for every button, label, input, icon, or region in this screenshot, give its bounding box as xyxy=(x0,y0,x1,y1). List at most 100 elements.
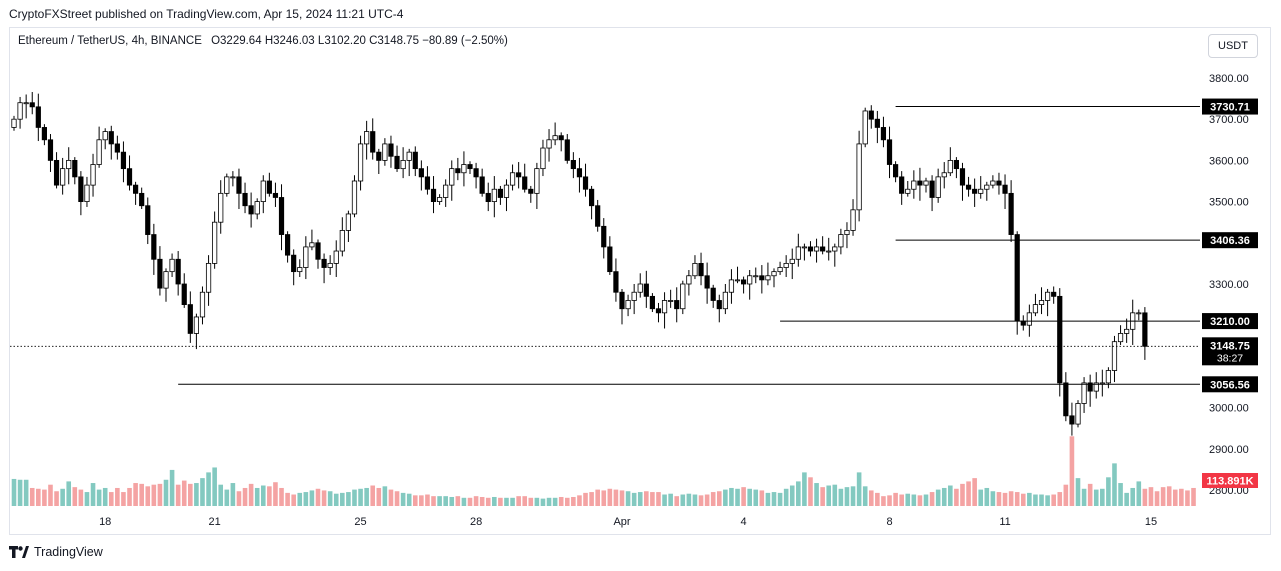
volume-bar xyxy=(966,481,971,506)
volume-bar xyxy=(868,490,874,506)
volume-bar xyxy=(321,490,327,506)
candle-down xyxy=(266,180,272,194)
change-value: −80.89 (−2.50%) xyxy=(422,35,508,47)
volume-bar xyxy=(309,490,315,506)
candle-up xyxy=(212,221,218,264)
volume-bar xyxy=(133,483,138,506)
candle-down xyxy=(582,176,589,190)
volume-bar xyxy=(765,492,771,506)
volume-bar xyxy=(631,492,637,506)
chart-frame xyxy=(9,27,1271,535)
symbol-legend: Ethereum / TetherUS, 4h, BINANCE O3229.6… xyxy=(18,35,508,47)
volume-bar xyxy=(516,496,521,506)
volume-bar xyxy=(461,497,467,506)
volume-bar xyxy=(346,492,351,506)
volume-bar xyxy=(376,487,382,506)
countdown-label: 38:27 xyxy=(1217,352,1243,364)
volume-bar xyxy=(972,478,977,506)
high-value: 3246.03 xyxy=(273,35,315,47)
volume-bar xyxy=(911,494,917,506)
x-tick-label: 11 xyxy=(999,516,1010,528)
volume-bar xyxy=(66,481,72,506)
candle-up xyxy=(686,275,692,285)
volume-bar xyxy=(802,472,807,506)
candle-up xyxy=(728,279,735,293)
candle-down xyxy=(1014,234,1020,322)
volume-bar xyxy=(449,496,455,506)
candle-down xyxy=(716,300,722,310)
volume-bar xyxy=(443,496,448,506)
candle-down xyxy=(893,164,899,178)
volume-bar xyxy=(783,488,789,506)
volume-bar xyxy=(625,491,631,506)
candle-down xyxy=(643,283,649,297)
candle-down xyxy=(412,151,418,170)
candle-down xyxy=(114,143,120,153)
level-price-label: 3730.71 xyxy=(1210,102,1250,114)
volume-bar xyxy=(23,479,29,506)
candle-up xyxy=(102,131,108,141)
candle-down xyxy=(485,192,491,203)
candle-up xyxy=(1075,403,1081,425)
candle-up xyxy=(1105,370,1111,384)
candle-up xyxy=(923,180,929,186)
candle-down xyxy=(972,188,978,194)
candle-up xyxy=(801,246,808,249)
candle-up xyxy=(911,180,917,190)
volume-bar xyxy=(42,489,47,506)
candle-up xyxy=(443,184,449,198)
candle-up xyxy=(832,246,838,252)
candle-up xyxy=(297,267,303,273)
volume-bar xyxy=(285,492,290,506)
volume-bar xyxy=(990,491,996,506)
candle-down xyxy=(284,234,291,256)
candle-up xyxy=(205,262,212,293)
volume-bar xyxy=(145,486,151,506)
volume-bar xyxy=(601,490,607,506)
candle-up xyxy=(303,246,309,268)
candle-down xyxy=(455,168,461,174)
volume-bar xyxy=(358,488,363,506)
volume-bar xyxy=(735,488,740,506)
candle-down xyxy=(741,279,747,285)
volume-bar xyxy=(84,492,90,506)
x-tick-label: Apr xyxy=(613,516,630,528)
low-label: L xyxy=(317,35,325,47)
candle-up xyxy=(661,300,668,314)
candle-up xyxy=(783,262,789,268)
volume-bar xyxy=(820,487,825,506)
volume-bar xyxy=(1020,493,1026,506)
volume-bar xyxy=(692,494,698,506)
volume-bar xyxy=(929,492,935,506)
volume-bar xyxy=(644,491,649,506)
volume-bar xyxy=(948,485,953,506)
high-label: H xyxy=(264,35,274,47)
volume-bar xyxy=(267,486,272,506)
candle-up xyxy=(1081,382,1087,404)
footer-brand[interactable]: TradingView xyxy=(9,545,103,559)
candle-up xyxy=(491,188,497,203)
volume-bar xyxy=(917,495,923,506)
candle-up xyxy=(747,275,753,285)
volume-bar xyxy=(686,493,692,506)
volume-bar xyxy=(504,497,509,506)
volume-bar xyxy=(595,489,600,506)
x-tick-label: 25 xyxy=(354,516,366,528)
volume-bar xyxy=(777,492,783,506)
candle-down xyxy=(29,102,35,108)
candle-up xyxy=(534,168,540,194)
volume-bar xyxy=(996,492,1002,506)
currency-button[interactable]: USDT xyxy=(1208,34,1258,58)
ohlc-values: O3229.64 H3246.03 L3102.20 C3148.75 −80.… xyxy=(211,35,508,47)
candle-up xyxy=(333,250,339,264)
candle-down xyxy=(151,234,157,260)
x-tick-label: 8 xyxy=(886,516,892,528)
volume-bar xyxy=(200,478,205,506)
candle-down xyxy=(1057,295,1063,384)
candle-up xyxy=(345,213,352,231)
volume-bar xyxy=(668,493,673,506)
candle-up xyxy=(84,184,90,202)
candle-down xyxy=(1051,291,1057,297)
candle-up xyxy=(1032,304,1039,314)
